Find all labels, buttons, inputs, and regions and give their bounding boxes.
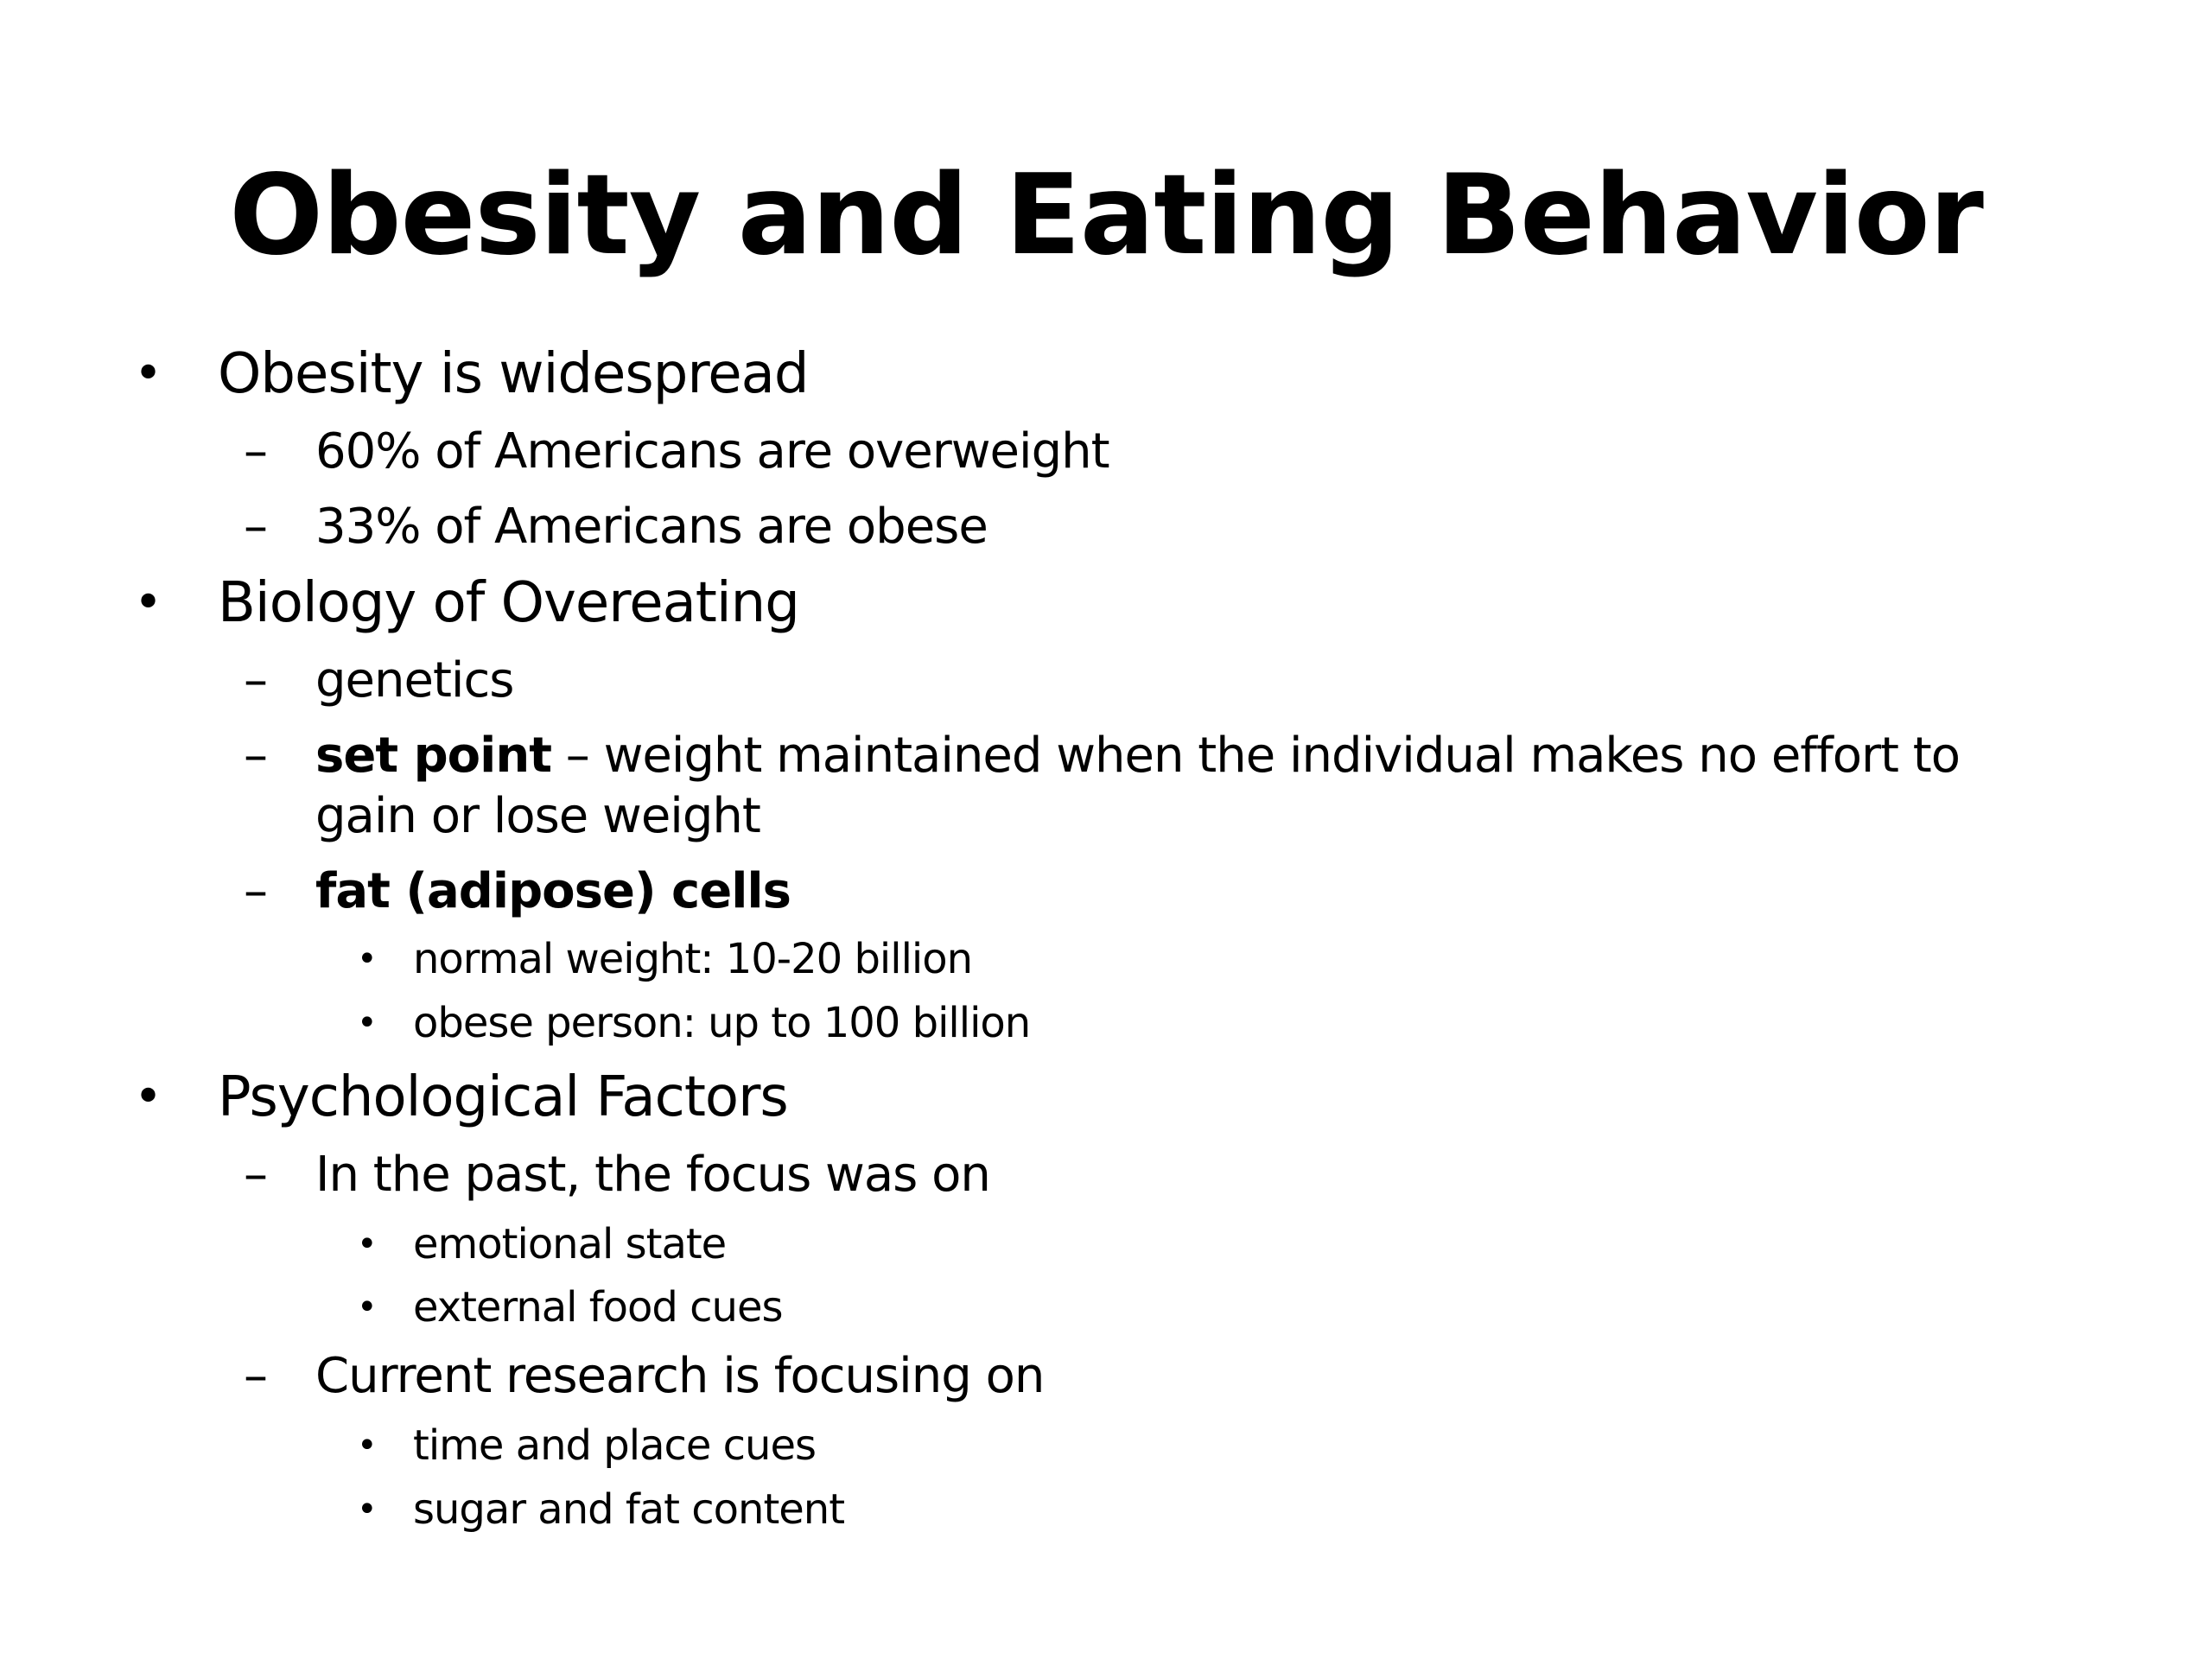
list-item-level2: 33% of Americans are obese: [315, 499, 988, 555]
dash-icon: –: [244, 1348, 268, 1404]
list-item-level3: external food cues: [413, 1283, 783, 1332]
bullet-icon: •: [134, 1069, 163, 1125]
bullet-icon: •: [134, 575, 163, 631]
dash-icon: –: [244, 499, 268, 555]
list-item-level3: normal weight: 10-20 billion: [413, 935, 973, 983]
list-item-level2: 60% of Americans are overweight: [315, 423, 1110, 480]
definition-term: fat (adipose) cells: [315, 863, 791, 919]
bullet-icon: •: [357, 1224, 378, 1264]
list-item-continuation: gain or lose weight: [315, 788, 761, 844]
list-item-level2: Current research is focusing on: [315, 1348, 1045, 1404]
list-item-level1: Obesity is widespread: [218, 342, 809, 406]
definition-term: set point: [315, 728, 552, 784]
slide-title: Obesity and Eating Behavior: [229, 151, 1984, 280]
dash-icon: –: [244, 1147, 268, 1203]
list-item-level3: obese person: up to 100 billion: [413, 999, 1031, 1047]
list-item-level1: Biology of Overeating: [218, 571, 800, 635]
list-item-level2: genetics: [315, 652, 514, 709]
list-item-level3: sugar and fat content: [413, 1485, 845, 1534]
definition-text: – weight maintained when the individual …: [550, 728, 1961, 784]
dash-icon: –: [244, 863, 268, 919]
bullet-icon: •: [134, 346, 163, 402]
list-item-level1: Psychological Factors: [218, 1065, 789, 1129]
list-item-level3: time and place cues: [413, 1421, 817, 1470]
bullet-icon: •: [357, 1003, 378, 1043]
bullet-icon: •: [357, 1287, 378, 1327]
bullet-icon: •: [357, 1426, 378, 1465]
dash-icon: –: [244, 728, 268, 784]
dash-icon: –: [244, 423, 268, 480]
list-item-level2: set point – weight maintained when the i…: [315, 726, 1961, 786]
list-item-level2: In the past, the focus was on: [315, 1147, 991, 1203]
dash-icon: –: [244, 652, 268, 709]
bullet-icon: •: [357, 939, 378, 979]
list-item-level3: emotional state: [413, 1220, 727, 1268]
bullet-icon: •: [357, 1490, 378, 1529]
